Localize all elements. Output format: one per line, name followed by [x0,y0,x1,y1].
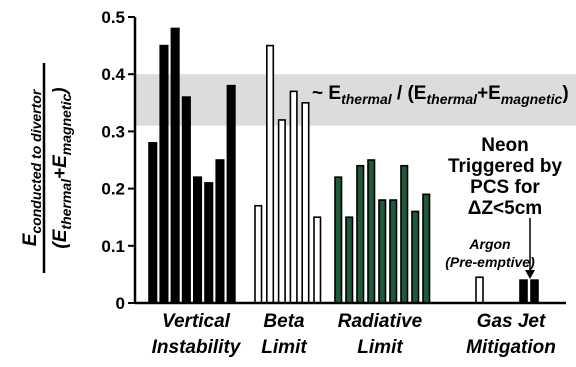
bar-1-4 [301,102,310,304]
y-tick-label: 0.2 [101,180,125,199]
annotation-arrow [525,218,535,279]
bars [148,27,539,304]
y-tick-label: 0.1 [101,237,125,256]
bar-0-5 [204,182,214,304]
category-label: Limit [261,337,307,358]
bar-0-4 [193,176,203,304]
bar-1-2 [277,119,286,304]
bar-0-6 [215,159,225,304]
reference-band [135,74,576,126]
bar-1-5 [313,216,322,304]
y-ticks: 0 0.1 0.2 0.3 0.4 0.5 [101,8,135,313]
category-labels: Vertical Instability Beta Limit Radiative Lim… [152,311,556,358]
neon-annotation: Neon Triggered by PCS for ΔZ<5cm [448,135,562,219]
y-tick-label: 0.5 [101,8,125,27]
argon-annotation: Argon (Pre-emptive) [445,236,535,270]
category-label: Instability [152,337,242,358]
bar-1-3 [289,90,298,304]
bar-2-1 [345,216,354,304]
bar-1-0 [254,204,263,304]
category-label: Radiative [338,311,423,332]
argon-line-2: (Pre-emptive) [445,254,535,270]
bar-3-1 [519,279,528,304]
bar-2-0 [334,176,343,304]
y-tick-label: 0 [116,294,125,313]
y-tick-label: 0.4 [101,65,125,84]
category-label: Limit [357,337,403,358]
category-label: Vertical [162,311,231,332]
neon-line-2: Triggered by [448,156,562,177]
bar-0-1 [159,44,169,304]
band-label: ~ Ethermal / (Ethermal+Emagnetic) [312,83,569,107]
bar-0-7 [226,84,236,304]
category-label: Beta [263,311,305,332]
y-tick-label: 0.3 [101,122,125,141]
argon-line-1: Argon [468,236,510,252]
bar-2-8 [422,193,431,304]
bar-2-2 [356,164,365,304]
y-label-numerator: Econducted to divertor [20,88,44,246]
bar-3-0 [475,276,484,304]
y-label-denominator: (Ethermal+Emagnetic) [50,87,74,248]
y-axis-label: Econducted to divertor (Ethermal+Emagnet… [20,63,74,273]
bar-2-3 [367,159,376,304]
bar-0-3 [181,96,191,304]
bar-2-6 [400,164,409,304]
bar-2-4 [378,199,387,304]
category-label: Mitigation [466,337,556,358]
bar-2-7 [411,210,420,304]
neon-line-3: PCS for [470,177,540,198]
neon-line-4: ΔZ<5cm [468,198,542,219]
neon-line-1: Neon [481,135,529,156]
bar-2-5 [389,199,398,304]
bar-1-1 [265,44,275,304]
category-label: Gas Jet [477,311,546,332]
bar-0-0 [148,142,158,304]
bar-3-2 [530,279,539,304]
bar-0-2 [170,27,180,304]
